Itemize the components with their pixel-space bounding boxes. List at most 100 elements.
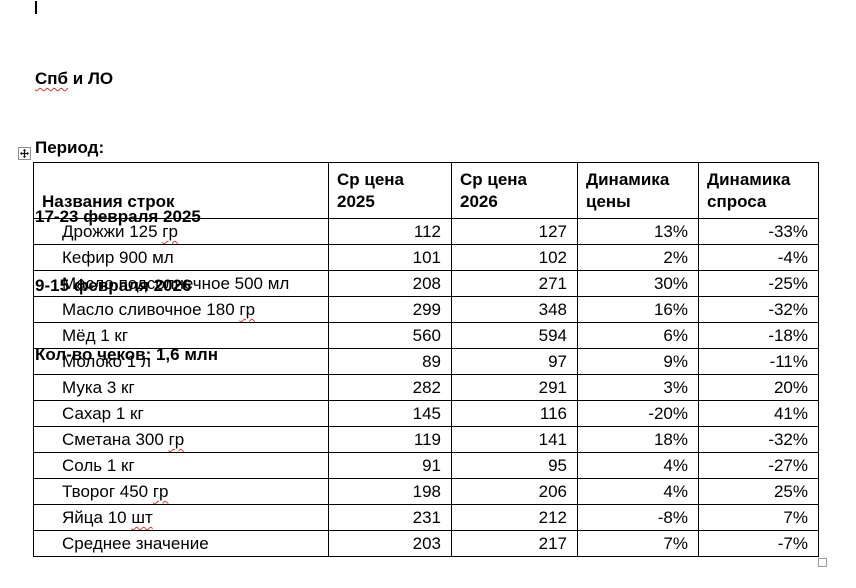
cell-avg-price-2025[interactable]: 89 <box>328 348 452 375</box>
cell-product-name[interactable]: Дрожжи 125 гр <box>33 218 329 245</box>
price-dynamics-table: Названия строк Ср цена 2025 Ср цена 2026… <box>33 162 819 557</box>
cell-product-name[interactable]: Масло подсолнечное 500 мл <box>33 270 329 297</box>
cell-demand-dynamics[interactable]: -7% <box>698 530 819 557</box>
cell-demand-dynamics[interactable]: -32% <box>698 426 819 453</box>
cell-avg-price-2025[interactable]: 299 <box>328 296 452 323</box>
cell-demand-dynamics[interactable]: -27% <box>698 452 819 479</box>
cell-price-dynamics[interactable]: -8% <box>577 504 699 531</box>
table-row: Мёд 1 кг 560 594 6% -18% <box>33 322 819 349</box>
cell-avg-price-2026[interactable]: 348 <box>451 296 578 323</box>
table-header-row: Названия строк Ср цена 2025 Ср цена 2026… <box>33 162 819 219</box>
cell-demand-dynamics[interactable]: -33% <box>698 218 819 245</box>
cell-product-name[interactable]: Соль 1 кг <box>33 452 329 479</box>
product-unit-flagged: гр <box>168 430 185 449</box>
cell-demand-dynamics[interactable]: -18% <box>698 322 819 349</box>
region-title-rest: и ЛО <box>68 69 114 88</box>
col-header-demand-dynamics[interactable]: Динамика спроса <box>698 162 819 219</box>
table-row: Масло сливочное 180 гр 299 348 16% -32% <box>33 296 819 323</box>
cell-avg-price-2026[interactable]: 95 <box>451 452 578 479</box>
cell-product-name[interactable]: Масло сливочное 180 гр <box>33 296 329 323</box>
cell-avg-price-2025[interactable]: 119 <box>328 426 452 453</box>
cell-avg-price-2025[interactable]: 112 <box>328 218 452 245</box>
product-name: Яйца 10 <box>62 508 132 527</box>
cell-demand-dynamics[interactable]: -25% <box>698 270 819 297</box>
table-row: Сметана 300 гр 119 141 18% -32% <box>33 426 819 453</box>
product-name: Кефир 900 мл <box>62 248 174 267</box>
cell-avg-price-2025[interactable]: 203 <box>328 530 452 557</box>
cell-price-dynamics[interactable]: 4% <box>577 452 699 479</box>
cell-avg-price-2026[interactable]: 102 <box>451 244 578 271</box>
cell-avg-price-2026[interactable]: 116 <box>451 400 578 427</box>
cell-avg-price-2026[interactable]: 206 <box>451 478 578 505</box>
cell-demand-dynamics[interactable]: 20% <box>698 374 819 401</box>
cell-avg-price-2025[interactable]: 101 <box>328 244 452 271</box>
table-move-handle[interactable] <box>18 147 31 160</box>
cell-avg-price-2026[interactable]: 217 <box>451 530 578 557</box>
cell-avg-price-2026[interactable]: 594 <box>451 322 578 349</box>
cell-avg-price-2025[interactable]: 560 <box>328 322 452 349</box>
cell-avg-price-2026[interactable]: 291 <box>451 374 578 401</box>
cell-demand-dynamics[interactable]: 7% <box>698 504 819 531</box>
region-title-line: Спб и ЛО <box>35 67 218 90</box>
cell-avg-price-2025[interactable]: 145 <box>328 400 452 427</box>
cell-product-name[interactable]: Мёд 1 кг <box>33 322 329 349</box>
cell-avg-price-2025[interactable]: 198 <box>328 478 452 505</box>
cell-avg-price-2026[interactable]: 127 <box>451 218 578 245</box>
col-header-avg-price-2026[interactable]: Ср цена 2026 <box>451 162 578 219</box>
cell-demand-dynamics[interactable]: -11% <box>698 348 819 375</box>
product-name: Сметана 300 <box>62 430 169 449</box>
cell-avg-price-2026[interactable]: 141 <box>451 426 578 453</box>
cell-avg-price-2025[interactable]: 231 <box>328 504 452 531</box>
cell-price-dynamics[interactable]: 13% <box>577 218 699 245</box>
cell-price-dynamics[interactable]: 3% <box>577 374 699 401</box>
cell-price-dynamics[interactable]: 18% <box>577 426 699 453</box>
product-name: Творог 450 <box>62 482 153 501</box>
table-row: Кефир 900 мл 101 102 2% -4% <box>33 244 819 271</box>
cell-avg-price-2025[interactable]: 91 <box>328 452 452 479</box>
cell-avg-price-2026[interactable]: 212 <box>451 504 578 531</box>
table-body: Дрожжи 125 гр 112 127 13% -33% Кефир 900 мл 10… <box>33 218 819 557</box>
cell-price-dynamics[interactable]: 16% <box>577 296 699 323</box>
cell-product-name[interactable]: Сметана 300 гр <box>33 426 329 453</box>
cell-price-dynamics[interactable]: 7% <box>577 530 699 557</box>
cell-price-dynamics[interactable]: 2% <box>577 244 699 271</box>
col-header-row-names[interactable]: Названия строк <box>33 162 329 219</box>
col-header-price-dynamics[interactable]: Динамика цены <box>577 162 699 219</box>
table-row: Сахар 1 кг 145 116 -20% 41% <box>33 400 819 427</box>
table-row: Дрожжи 125 гр 112 127 13% -33% <box>33 218 819 245</box>
cell-product-name[interactable]: Яйца 10 шт <box>33 504 329 531</box>
col-header-avg-price-2025[interactable]: Ср цена 2025 <box>328 162 452 219</box>
cell-demand-dynamics[interactable]: -32% <box>698 296 819 323</box>
table-row: Соль 1 кг 91 95 4% -27% <box>33 452 819 479</box>
product-name: Мёд 1 кг <box>62 326 129 345</box>
cell-demand-dynamics[interactable]: -4% <box>698 244 819 271</box>
cell-avg-price-2025[interactable]: 208 <box>328 270 452 297</box>
table-row: Мука 3 кг 282 291 3% 20% <box>33 374 819 401</box>
cell-product-name[interactable]: Кефир 900 мл <box>33 244 329 271</box>
product-name: Молоко 1 л <box>62 352 151 371</box>
product-unit-flagged: шт <box>131 508 153 527</box>
product-unit-flagged: гр <box>239 300 256 319</box>
cell-price-dynamics[interactable]: 6% <box>577 322 699 349</box>
move-icon <box>20 149 29 158</box>
product-name: Сахар 1 кг <box>62 404 144 423</box>
table-row: Молоко 1 л 89 97 9% -11% <box>33 348 819 375</box>
cell-avg-price-2025[interactable]: 282 <box>328 374 452 401</box>
cell-product-name[interactable]: Молоко 1 л <box>33 348 329 375</box>
cell-price-dynamics[interactable]: -20% <box>577 400 699 427</box>
cell-product-name[interactable]: Творог 450 гр <box>33 478 329 505</box>
cell-product-name[interactable]: Сахар 1 кг <box>33 400 329 427</box>
cell-demand-dynamics[interactable]: 41% <box>698 400 819 427</box>
cell-avg-price-2026[interactable]: 97 <box>451 348 578 375</box>
cell-price-dynamics[interactable]: 9% <box>577 348 699 375</box>
product-name: Масло подсолнечное 500 мл <box>62 274 290 293</box>
product-unit-flagged: гр <box>162 222 178 241</box>
cell-demand-dynamics[interactable]: 25% <box>698 478 819 505</box>
cell-price-dynamics[interactable]: 4% <box>577 478 699 505</box>
cell-product-name[interactable]: Среднее значение <box>33 530 329 557</box>
cell-avg-price-2026[interactable]: 271 <box>451 270 578 297</box>
product-name: Среднее значение <box>62 534 209 553</box>
table-resize-handle[interactable] <box>818 558 827 567</box>
cell-price-dynamics[interactable]: 30% <box>577 270 699 297</box>
cell-product-name[interactable]: Мука 3 кг <box>33 374 329 401</box>
